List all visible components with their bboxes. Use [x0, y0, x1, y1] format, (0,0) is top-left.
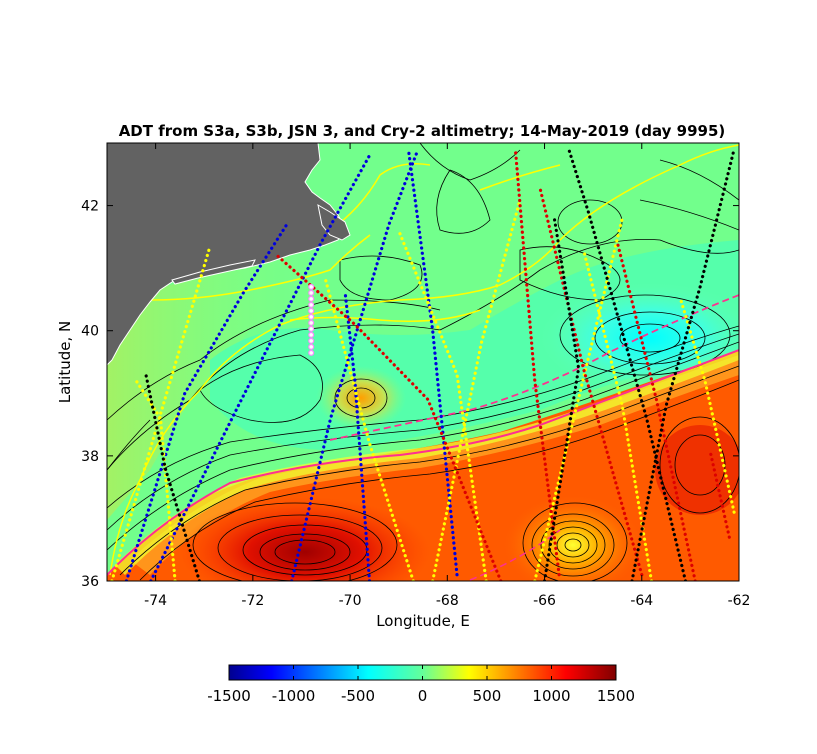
- colorbar-tick-label: -1500: [207, 687, 251, 705]
- plot-area: [107, 143, 739, 581]
- y-tick-label: 42: [81, 199, 99, 215]
- mooring-point: [308, 313, 315, 320]
- gulf-stream-front: [107, 349, 739, 576]
- mooring-point: [308, 283, 315, 290]
- altimetry-track: [708, 448, 731, 539]
- colorbar-tick-label: 500: [473, 687, 502, 705]
- y-tick-label: 38: [81, 449, 99, 465]
- altimetry-track: [406, 147, 459, 577]
- x-tick-label: -72: [241, 593, 264, 609]
- long-island: [171, 259, 256, 285]
- land-mass: [107, 143, 346, 366]
- colorbar-tick-label: 1500: [597, 687, 635, 705]
- warm-eddy-west: [180, 497, 430, 581]
- altimetry-track: [542, 216, 581, 581]
- x-axis: -74 -72 -70 -68 -66 -64 -62: [144, 143, 750, 609]
- mooring-line: [308, 283, 315, 356]
- x-tick-label: -64: [630, 593, 653, 609]
- altimetry-track: [567, 147, 688, 581]
- altimetry-track: [397, 229, 488, 581]
- mooring-point: [308, 301, 315, 308]
- x-tick-label: -66: [533, 593, 556, 609]
- y-axis: 36 38 40 42: [81, 199, 739, 590]
- altimetry-track: [513, 147, 561, 577]
- altimetry-track: [149, 153, 372, 581]
- altimetry-track: [124, 222, 289, 581]
- altimetry-tracks: [110, 147, 736, 581]
- altimetry-track: [275, 254, 503, 581]
- altimetry-track: [630, 147, 736, 581]
- altimetry-track: [324, 279, 415, 581]
- mooring-point: [308, 295, 315, 302]
- y-tick-label: 40: [81, 324, 99, 340]
- shelf-region: [107, 240, 330, 520]
- mooring-point: [308, 325, 315, 332]
- y-tick-label: 36: [81, 574, 99, 590]
- mooring-point: [308, 319, 315, 326]
- plot-frame: [106, 142, 740, 582]
- mooring-point: [308, 289, 315, 296]
- south-dashed: [469, 529, 561, 581]
- mooring-point: [308, 337, 315, 344]
- warm-eddy-east: [503, 495, 643, 581]
- mooring-point: [308, 349, 315, 356]
- colorbar-tick-label: 0: [418, 687, 428, 705]
- altimetry-track: [343, 291, 372, 581]
- x-tick-label: -62: [728, 593, 751, 609]
- altimetry-track: [134, 379, 177, 581]
- colorbar-tick-label: -1000: [272, 687, 316, 705]
- colorbar-tick-label: -500: [341, 687, 375, 705]
- altimetry-track: [110, 247, 211, 581]
- x-tick-label: -68: [436, 593, 459, 609]
- north-wall-dashed: [329, 294, 739, 441]
- colorbar-tick-label: 1000: [532, 687, 570, 705]
- altimetry-track: [144, 372, 201, 581]
- x-tick-label: -70: [339, 593, 362, 609]
- mooring-point: [308, 331, 315, 338]
- shelf-contours: [109, 144, 739, 576]
- mooring-point: [308, 343, 315, 350]
- altimetry-track: [581, 247, 654, 581]
- mooring-point: [308, 307, 315, 314]
- x-axis-label: Longitude, E: [376, 612, 470, 630]
- altimetry-track: [538, 185, 644, 577]
- chart-title: ADT from S3a, S3b, JSN 3, and Cry-2 alti…: [119, 122, 726, 140]
- small-anticyclone: [316, 366, 406, 430]
- altimetry-track: [431, 197, 522, 581]
- x-tick-label: -74: [144, 593, 167, 609]
- colorbar-ticks: -1500 -1000 -500 0 500 1000 1500: [207, 665, 635, 705]
- altimetry-track: [615, 241, 697, 581]
- altimetry-track: [290, 147, 420, 581]
- y-axis-label: Latitude, N: [56, 321, 74, 404]
